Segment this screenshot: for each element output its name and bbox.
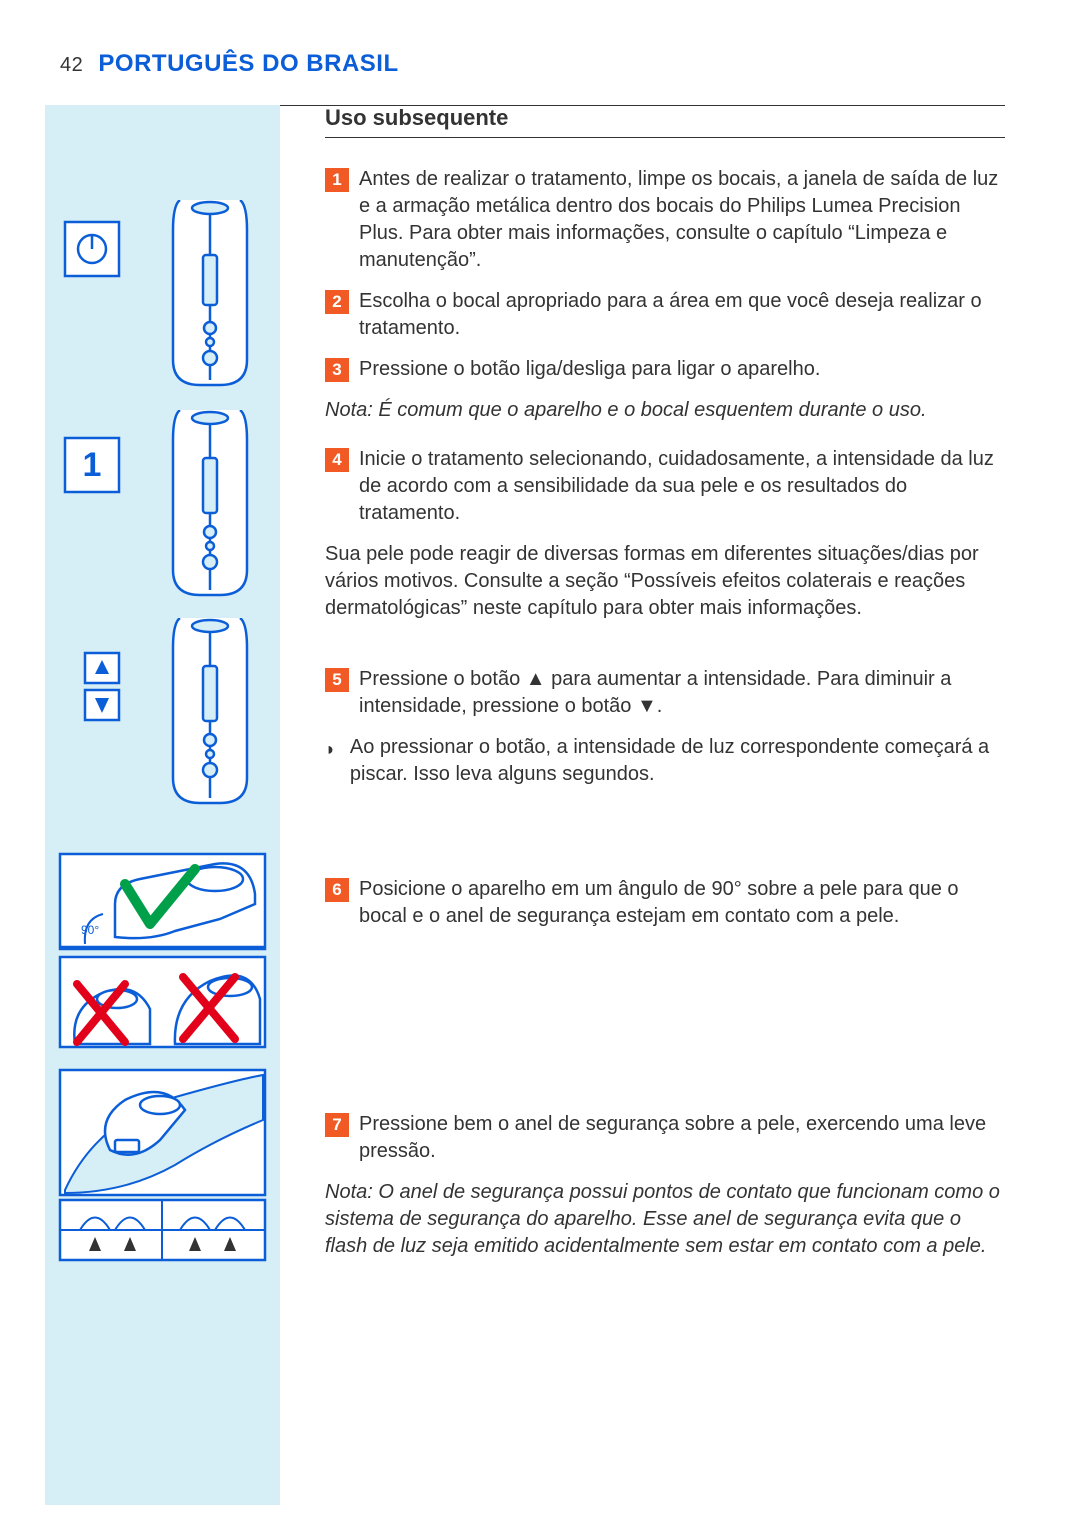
step-3: 3 Pressione o botão liga/desliga para li…: [325, 356, 1005, 383]
step-7: 7 Pressione bem o anel de segurança sobr…: [325, 1111, 1005, 1165]
section-title: Uso subsequente: [325, 105, 1005, 138]
step-badge: 1: [325, 168, 349, 192]
step-2: 2 Escolha o bocal apropriado para a área…: [325, 288, 1005, 342]
angle-label: 90°: [81, 923, 99, 937]
step-5-bullet: ◗ Ao pressionar o botão, a intensidade d…: [325, 734, 1005, 788]
step-4: 4 Inicie o tratamento selecionando, cuid…: [325, 446, 1005, 527]
block-step-6: 6 Posicione o aparelho em um ângulo de 9…: [325, 876, 1005, 1111]
step-text: Pressione o botão liga/desliga para liga…: [359, 356, 1005, 383]
step-6: 6 Posicione o aparelho em um ângulo de 9…: [325, 876, 1005, 930]
figure-power-button-icon: [55, 200, 270, 400]
step-badge: 2: [325, 290, 349, 314]
block-step-7: 7 Pressione bem o anel de segurança sobr…: [325, 1111, 1005, 1260]
sidebar: 1: [45, 105, 280, 1505]
page-number: 42: [60, 54, 83, 76]
block-step-5: 5 Pressione o botão ▲ para aumentar a in…: [325, 666, 1005, 876]
page-title: PORTUGUÊS DO BRASIL: [98, 50, 398, 77]
step-4-followup: Sua pele pode reagir de diversas formas …: [325, 541, 1005, 622]
step-text: Posicione o aparelho em um ângulo de 90°…: [359, 876, 1005, 930]
step-text: Escolha o bocal apropriado para a área e…: [359, 288, 1005, 342]
page-header: 42 PORTUGUÊS DO BRASIL: [60, 50, 399, 78]
block-steps-1-3: 1 Antes de realizar o tratamento, limpe …: [325, 166, 1005, 446]
step-1: 1 Antes de realizar o tratamento, limpe …: [325, 166, 1005, 274]
bullet-text: Ao pressionar o botão, a intensidade de …: [350, 734, 1005, 788]
step-text: Pressione o botão ▲ para aumentar a inte…: [359, 666, 1005, 720]
figure-angle-correct-incorrect-icon: 90°: [55, 849, 270, 1059]
step-5: 5 Pressione o botão ▲ para aumentar a in…: [325, 666, 1005, 720]
step-badge: 4: [325, 448, 349, 472]
content-column: Uso subsequente 1 Antes de realizar o tr…: [325, 105, 1005, 1274]
step-text: Inicie o tratamento selecionando, cuidad…: [359, 446, 1005, 527]
note-safety-ring: Nota: O anel de segurança possui pontos …: [325, 1179, 1005, 1260]
bullet-marker-icon: ◗: [325, 737, 336, 761]
figure-leg-contact-icon: [55, 1065, 270, 1265]
note-heating: Nota: É comum que o aparelho e o bocal e…: [325, 397, 1005, 424]
figure-intensity-one-icon: 1: [55, 410, 270, 610]
step-badge: 6: [325, 878, 349, 902]
step-badge: 7: [325, 1113, 349, 1137]
block-step-4: 4 Inicie o tratamento selecionando, cuid…: [325, 446, 1005, 666]
intensity-indicator: 1: [83, 446, 102, 484]
step-badge: 5: [325, 668, 349, 692]
step-text: Pressione bem o anel de segurança sobre …: [359, 1111, 1005, 1165]
step-text: Antes de realizar o tratamento, limpe os…: [359, 166, 1005, 274]
step-badge: 3: [325, 358, 349, 382]
figure-up-down-arrows-icon: [55, 618, 270, 818]
